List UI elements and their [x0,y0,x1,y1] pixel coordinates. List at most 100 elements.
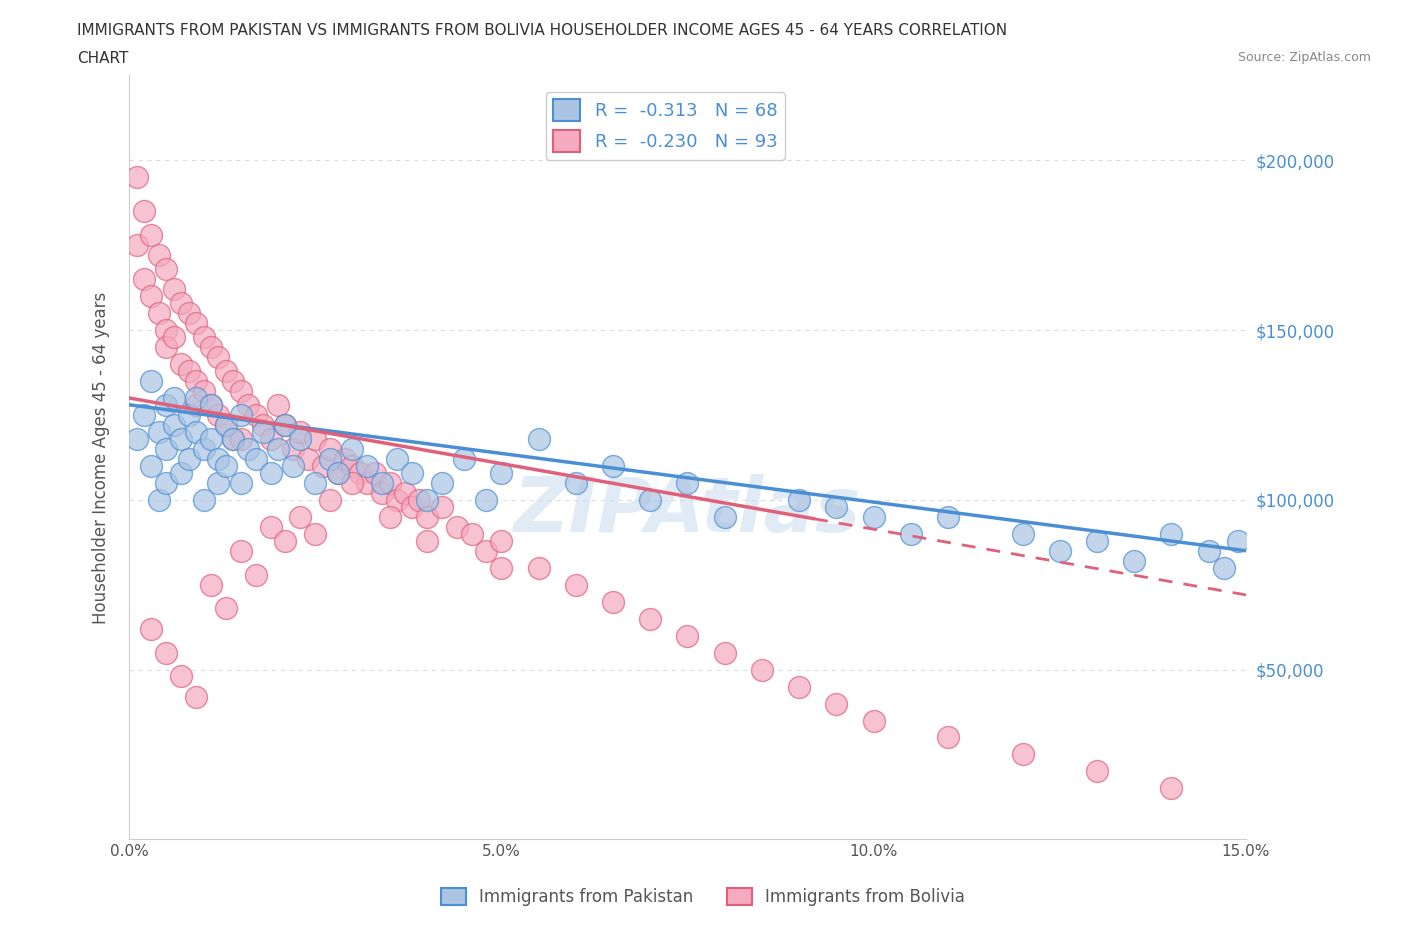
Point [319,452,342,467]
Point [215,458,238,473]
Point [163,391,186,405]
Point [1160,781,1182,796]
Text: IMMIGRANTS FROM PAKISTAN VS IMMIGRANTS FROM BOLIVIA HOUSEHOLDER INCOME AGES 45 -: IMMIGRANTS FROM PAKISTAN VS IMMIGRANTS F… [77,23,1008,38]
Point [141,458,163,473]
Point [215,601,238,616]
Point [602,458,624,473]
Point [676,475,699,490]
Point [200,432,222,446]
Point [430,499,453,514]
Point [238,397,260,412]
Point [304,475,326,490]
Point [184,316,207,331]
Point [267,442,290,457]
Point [342,475,364,490]
Point [229,543,252,558]
Point [193,329,215,344]
Point [378,475,401,490]
Point [936,510,959,525]
Point [527,560,550,575]
Point [148,424,170,439]
Point [1123,553,1146,568]
Point [290,424,312,439]
Point [229,475,252,490]
Point [207,475,229,490]
Point [184,424,207,439]
Point [222,432,245,446]
Point [200,578,222,592]
Point [565,578,588,592]
Point [170,465,193,480]
Point [177,306,200,321]
Point [155,475,177,490]
Point [1198,543,1220,558]
Point [446,520,468,535]
Point [274,533,297,548]
Y-axis label: Householder Income Ages 45 - 64 years: Householder Income Ages 45 - 64 years [93,291,110,623]
Point [184,689,207,704]
Point [1049,543,1071,558]
Point [1227,533,1250,548]
Point [252,418,274,432]
Point [215,418,238,432]
Point [170,356,193,371]
Point [177,364,200,379]
Point [936,730,959,745]
Point [1160,526,1182,541]
Point [385,492,408,507]
Point [638,492,661,507]
Point [141,374,163,389]
Point [787,492,810,507]
Point [862,510,884,525]
Point [245,407,267,422]
Point [125,432,148,446]
Point [290,432,312,446]
Point [132,204,155,219]
Point [416,492,439,507]
Point [394,485,416,500]
Point [229,407,252,422]
Point [177,407,200,422]
Point [215,418,238,432]
Point [676,628,699,643]
Point [141,288,163,303]
Point [311,458,333,473]
Point [155,645,177,660]
Point [319,442,342,457]
Point [713,510,735,525]
Point [364,465,387,480]
Point [163,282,186,297]
Point [638,611,661,626]
Point [862,713,884,728]
Point [371,475,394,490]
Point [222,374,245,389]
Point [342,442,364,457]
Point [207,350,229,365]
Point [148,306,170,321]
Point [132,407,155,422]
Point [408,492,430,507]
Legend: Immigrants from Pakistan, Immigrants from Bolivia: Immigrants from Pakistan, Immigrants fro… [434,881,972,912]
Point [155,339,177,354]
Point [349,465,371,480]
Point [193,384,215,399]
Point [475,492,498,507]
Point [229,384,252,399]
Point [356,475,378,490]
Point [155,397,177,412]
Point [401,465,423,480]
Text: ZIPAtlas: ZIPAtlas [513,474,862,548]
Point [229,432,252,446]
Point [259,520,281,535]
Point [148,248,170,263]
Point [304,432,326,446]
Point [326,465,349,480]
Point [207,407,229,422]
Point [200,397,222,412]
Point [274,418,297,432]
Point [527,432,550,446]
Point [342,458,364,473]
Point [430,475,453,490]
Point [401,499,423,514]
Point [184,391,207,405]
